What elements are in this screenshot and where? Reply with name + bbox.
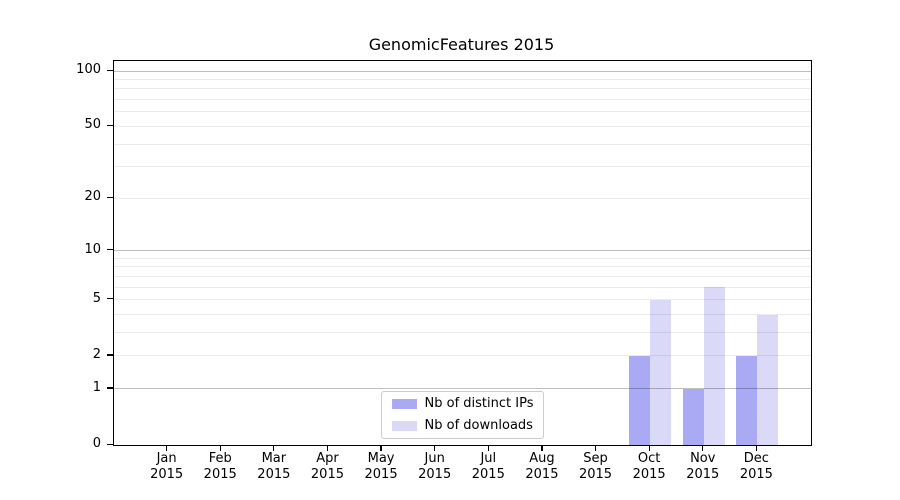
x-tick-label: Apr 2015 xyxy=(310,451,344,482)
x-tick xyxy=(487,445,489,451)
x-tick-label: Jun 2015 xyxy=(418,451,452,482)
x-tick-label: Jan 2015 xyxy=(150,451,184,482)
x-tick-label: Aug 2015 xyxy=(525,451,559,482)
legend-label-distinct-ips: Nb of distinct IPs xyxy=(424,396,534,411)
bar-oct-downloads xyxy=(650,299,672,445)
x-tick-label: Sep 2015 xyxy=(578,451,613,482)
chart-title: GenomicFeatures 2015 xyxy=(368,35,555,54)
legend: Nb of distinct IPs Nb of downloads xyxy=(380,391,545,439)
x-tick-label: Dec 2015 xyxy=(739,451,773,482)
legend-swatch-downloads xyxy=(391,421,417,431)
y-tick xyxy=(107,354,113,356)
x-tick xyxy=(702,445,704,451)
x-tick xyxy=(326,445,329,451)
y-tick xyxy=(107,124,113,127)
x-tick-label: Jul 2015 xyxy=(471,451,505,482)
y-tick xyxy=(107,443,113,445)
y-tick xyxy=(107,196,113,198)
y-tick-label: 1 xyxy=(92,379,101,395)
y-tick-label: 20 xyxy=(84,189,101,205)
y-tick xyxy=(107,249,113,251)
y-tick xyxy=(107,69,113,71)
x-tick xyxy=(166,445,168,451)
x-tick-label: Nov 2015 xyxy=(686,451,720,482)
y-tick-label: 2 xyxy=(92,346,101,362)
x-tick xyxy=(380,445,382,451)
bar-nov-distinct-ips xyxy=(682,388,704,445)
x-tick xyxy=(273,445,275,451)
y-tick-label: 0 xyxy=(92,436,101,451)
bar-nov-downloads xyxy=(703,287,725,445)
y-tick xyxy=(107,387,113,389)
x-tick xyxy=(541,445,543,451)
x-tick-label: May 2015 xyxy=(364,451,398,482)
plot-area: Nb of distinct IPs Nb of downloads xyxy=(113,60,812,446)
x-tick xyxy=(594,445,597,451)
bar-dec-downloads xyxy=(757,314,779,445)
x-tick xyxy=(434,445,436,451)
legend-item-distinct-ips: Nb of distinct IPs xyxy=(391,396,534,411)
y-tick-label: 10 xyxy=(84,241,101,257)
x-tick xyxy=(219,445,221,451)
bars-layer xyxy=(114,61,811,445)
x-tick-label: Feb 2015 xyxy=(203,451,237,482)
bar-dec-distinct-ips xyxy=(736,355,758,445)
bar-oct-distinct-ips xyxy=(629,355,651,445)
legend-swatch-distinct-ips xyxy=(391,399,417,409)
y-tick-label: 50 xyxy=(84,117,101,133)
y-tick-label: 5 xyxy=(92,290,101,306)
legend-label-downloads: Nb of downloads xyxy=(424,418,533,433)
x-tick-label: Oct 2015 xyxy=(632,451,666,482)
y-tick xyxy=(107,298,113,300)
x-tick-label: Mar 2015 xyxy=(257,451,291,482)
y-tick-label: 100 xyxy=(76,62,101,77)
x-tick xyxy=(755,445,757,451)
x-tick xyxy=(648,445,650,451)
legend-item-downloads: Nb of downloads xyxy=(391,418,534,433)
